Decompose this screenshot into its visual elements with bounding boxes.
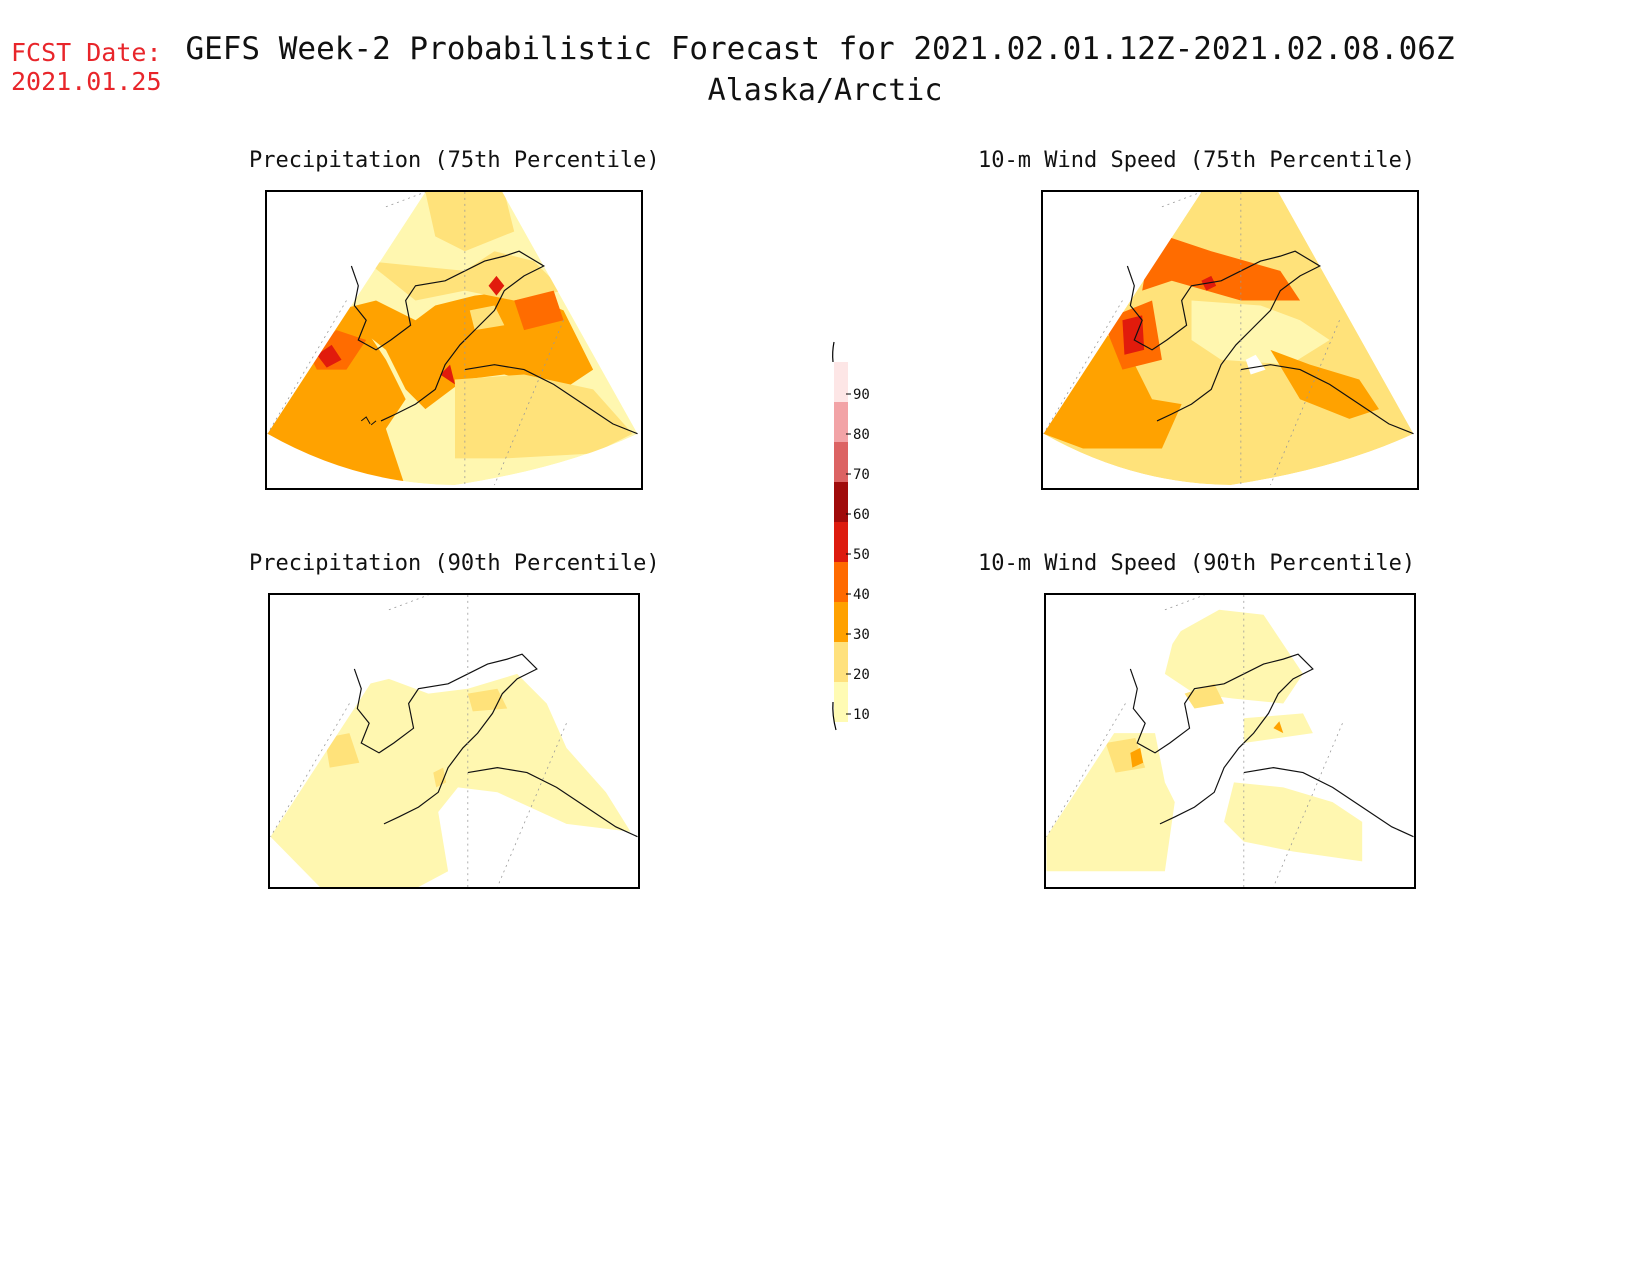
map-wind-75 — [1041, 190, 1419, 490]
colorbar-swatch-6 — [834, 562, 848, 602]
forecast-date-label: FCST Date: — [11, 38, 162, 67]
colorbar-label-70: 70 — [853, 467, 870, 483]
panel-title-precip-90: Precipitation (90th Percentile) — [249, 551, 660, 576]
colorbar-labels: 90 80 70 60 50 40 30 20 10 — [853, 387, 870, 723]
panel-title-wind-90: 10-m Wind Speed (90th Percentile) — [978, 551, 1416, 576]
colorbar-swatch-9 — [834, 682, 848, 722]
colorbar-swatch-2 — [834, 402, 848, 442]
colorbar-label-50: 50 — [853, 547, 870, 563]
map-precip-90 — [268, 593, 640, 889]
map-wind-75-svg — [1043, 192, 1417, 488]
panel-title-precip-75: Precipitation (75th Percentile) — [249, 148, 660, 173]
colorbar-top-arrow — [832, 341, 835, 363]
figure-title: GEFS Week-2 Probabilistic Forecast for 2… — [185, 31, 1455, 67]
colorbar-label-60: 60 — [853, 507, 870, 523]
panel-title-wind-75: 10-m Wind Speed (75th Percentile) — [978, 148, 1416, 173]
map-precip-75-svg — [267, 192, 641, 488]
colorbar-svg: 90 80 70 60 50 40 30 20 10 — [832, 341, 870, 731]
map-wind-90 — [1044, 593, 1416, 889]
colorbar-swatch-3 — [834, 442, 848, 482]
colorbar-swatch-4 — [834, 482, 848, 522]
colorbar-label-10: 10 — [853, 707, 870, 723]
region-subtitle: Alaska/Arctic — [707, 73, 943, 108]
map-wind-90-svg — [1046, 595, 1414, 887]
colorbar-swatches — [834, 362, 848, 722]
colorbar-ticks — [846, 393, 851, 715]
colorbar-label-80: 80 — [853, 427, 870, 443]
colorbar-label-30: 30 — [853, 627, 870, 643]
forecast-date-value: 2021.01.25 — [11, 67, 162, 96]
colorbar-bottom-arrow — [832, 701, 837, 731]
figure-title-block: GEFS Week-2 Probabilistic Forecast for 2… — [0, 30, 1650, 110]
colorbar-swatch-7 — [834, 602, 848, 642]
map-precip-90-svg — [270, 595, 638, 887]
colorbar-label-20: 20 — [853, 667, 870, 683]
map-precip-75 — [265, 190, 643, 490]
colorbar-swatch-5 — [834, 522, 848, 562]
colorbar-label-40: 40 — [853, 587, 870, 603]
colorbar-label-90: 90 — [853, 387, 870, 403]
colorbar-swatch-1 — [834, 362, 848, 402]
colorbar-swatch-8 — [834, 642, 848, 682]
forecast-date-block: FCST Date: 2021.01.25 — [11, 38, 162, 96]
